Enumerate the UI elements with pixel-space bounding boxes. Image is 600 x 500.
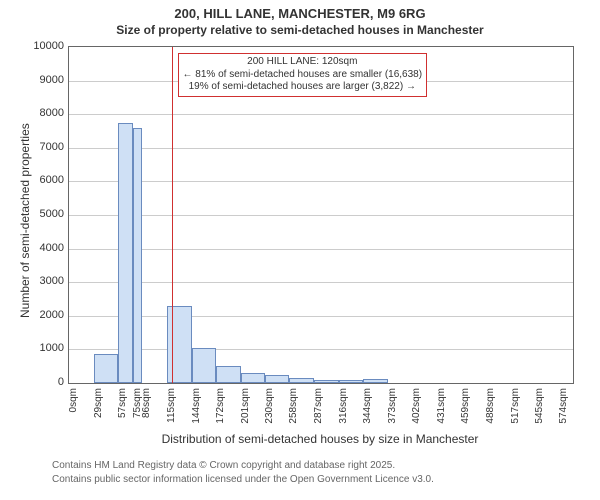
footer-line1: Contains HM Land Registry data © Crown c… <box>52 460 395 471</box>
histogram-bar <box>363 379 388 383</box>
histogram-bar <box>216 366 241 383</box>
x-tick-label: 488sqm <box>485 388 496 438</box>
y-tick-label: 4000 <box>0 242 64 254</box>
footer-line2: Contains public sector information licen… <box>52 474 434 485</box>
y-tick-label: 9000 <box>0 74 64 86</box>
x-tick-label: 431sqm <box>436 388 447 438</box>
gridline <box>69 114 573 115</box>
gridline <box>69 316 573 317</box>
histogram-bar <box>241 373 266 383</box>
x-tick-label: 115sqm <box>166 388 177 438</box>
x-tick-label: 517sqm <box>510 388 521 438</box>
x-tick-label: 86sqm <box>141 388 152 438</box>
x-tick-label: 144sqm <box>191 388 202 438</box>
annotation-line2: ← 81% of semi-detached houses are smalle… <box>183 69 423 82</box>
gridline <box>69 148 573 149</box>
x-axis-label: Distribution of semi-detached houses by … <box>68 432 572 446</box>
histogram-bar <box>314 380 339 383</box>
x-tick-label: 287sqm <box>313 388 324 438</box>
x-tick-label: 57sqm <box>117 388 128 438</box>
x-tick-label: 545sqm <box>534 388 545 438</box>
y-tick-label: 6000 <box>0 174 64 186</box>
x-tick-label: 0sqm <box>68 388 79 438</box>
gridline <box>69 282 573 283</box>
annotation-line3: 19% of semi-detached houses are larger (… <box>183 81 423 94</box>
histogram-bar <box>133 128 142 383</box>
y-tick-label: 10000 <box>0 40 64 52</box>
x-tick-label: 230sqm <box>264 388 275 438</box>
y-axis-label: Number of semi-detached properties <box>18 123 32 318</box>
y-tick-label: 1000 <box>0 342 64 354</box>
x-tick-label: 373sqm <box>387 388 398 438</box>
histogram-bar <box>118 123 133 383</box>
title-line1: 200, HILL LANE, MANCHESTER, M9 6RG <box>0 0 600 21</box>
histogram-bar <box>192 348 216 383</box>
chart-plot-area: 200 HILL LANE: 120sqm ← 81% of semi-deta… <box>68 46 574 384</box>
x-tick-label: 344sqm <box>362 388 373 438</box>
annotation-line1: 200 HILL LANE: 120sqm <box>183 56 423 69</box>
gridline <box>69 215 573 216</box>
histogram-bar <box>94 354 118 383</box>
y-tick-label: 3000 <box>0 275 64 287</box>
property-marker-line <box>172 47 173 383</box>
x-tick-label: 316sqm <box>338 388 349 438</box>
x-tick-label: 172sqm <box>215 388 226 438</box>
y-tick-label: 5000 <box>0 208 64 220</box>
histogram-bar <box>289 378 314 383</box>
x-tick-label: 402sqm <box>411 388 422 438</box>
x-tick-label: 459sqm <box>460 388 471 438</box>
x-tick-label: 29sqm <box>93 388 104 438</box>
x-tick-label: 574sqm <box>558 388 569 438</box>
histogram-bar <box>265 375 289 383</box>
y-tick-label: 8000 <box>0 107 64 119</box>
x-tick-label: 258sqm <box>288 388 299 438</box>
gridline <box>69 349 573 350</box>
y-tick-label: 0 <box>0 376 64 388</box>
title-line2: Size of property relative to semi-detach… <box>0 21 600 37</box>
y-tick-label: 2000 <box>0 309 64 321</box>
y-tick-label: 7000 <box>0 141 64 153</box>
histogram-bar <box>339 380 363 383</box>
x-tick-label: 201sqm <box>240 388 251 438</box>
gridline <box>69 249 573 250</box>
gridline <box>69 181 573 182</box>
annotation-box: 200 HILL LANE: 120sqm ← 81% of semi-deta… <box>178 53 428 97</box>
